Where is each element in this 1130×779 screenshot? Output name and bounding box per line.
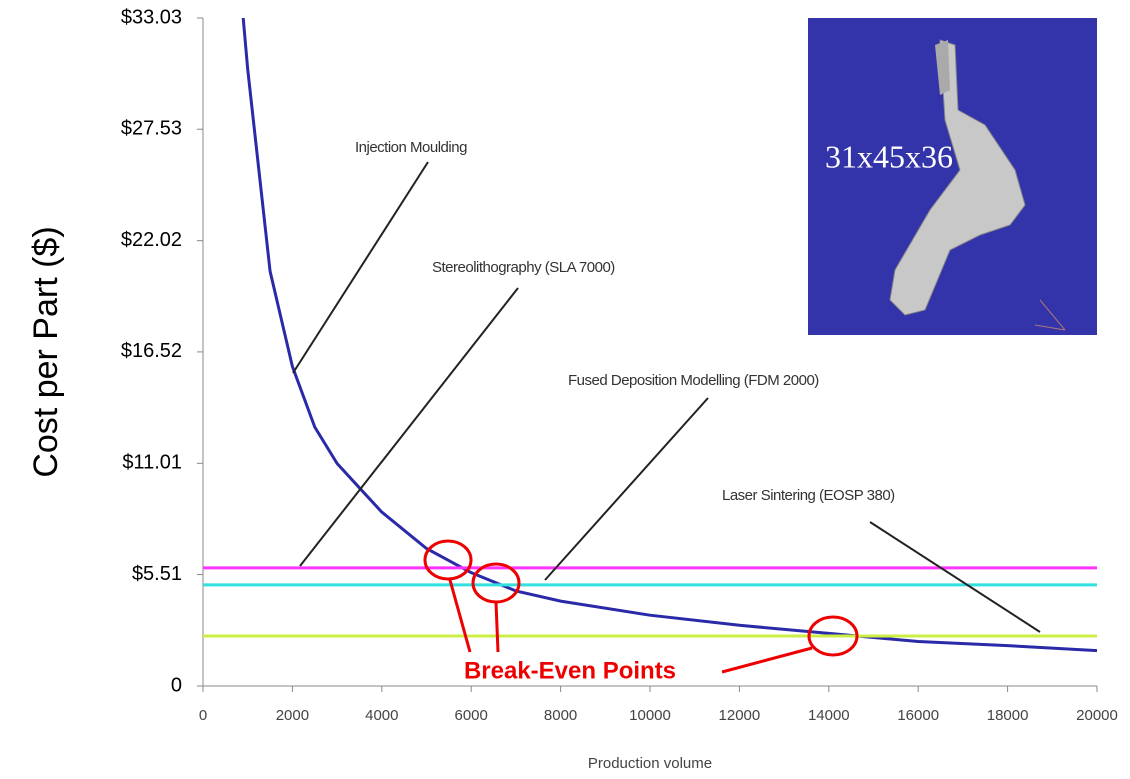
y-tick-label: $5.51 <box>132 563 182 585</box>
series-label: Stereolithography (SLA 7000) <box>432 259 615 276</box>
x-axis-title: Production volume <box>588 755 712 772</box>
inset-image <box>808 18 1097 335</box>
series-label: Laser Sintering (EOSP 380) <box>722 487 895 504</box>
x-tick-label: 6000 <box>455 707 488 724</box>
y-axis-title: Cost per Part ($) <box>27 226 65 477</box>
annotation: Break-Even Points <box>464 657 676 684</box>
y-tick-label: 0 <box>171 674 182 696</box>
x-tick-label: 16000 <box>897 707 939 724</box>
page: {"chart_data": {"type": "line", "y_label… <box>0 0 1130 779</box>
y-tick-label: $22.02 <box>121 229 182 251</box>
break-even-markers <box>425 541 857 672</box>
inset-label: 31x45x36 <box>825 138 953 174</box>
x-tick-label: 10000 <box>629 707 671 724</box>
x-tick-label: 8000 <box>544 707 577 724</box>
series-label: Injection Moulding <box>355 139 467 156</box>
x-tick-label: 20000 <box>1076 707 1118 724</box>
y-tick-label: $33.03 <box>121 6 182 28</box>
x-tick-label: 14000 <box>808 707 850 724</box>
y-tick-label: $16.52 <box>121 340 182 362</box>
y-tick-label: $27.53 <box>121 118 182 140</box>
y-tick-label: $11.01 <box>122 452 182 474</box>
x-tick-label: 12000 <box>719 707 761 724</box>
x-tick-label: 4000 <box>365 707 398 724</box>
chart: 31x45x36 Cost per Part ($) Production vo… <box>0 0 1130 779</box>
x-tick-label: 2000 <box>276 707 309 724</box>
x-tick-label: 0 <box>199 707 207 724</box>
x-tick-label: 18000 <box>987 707 1029 724</box>
series-label: Fused Deposition Modelling (FDM 2000) <box>568 372 819 389</box>
